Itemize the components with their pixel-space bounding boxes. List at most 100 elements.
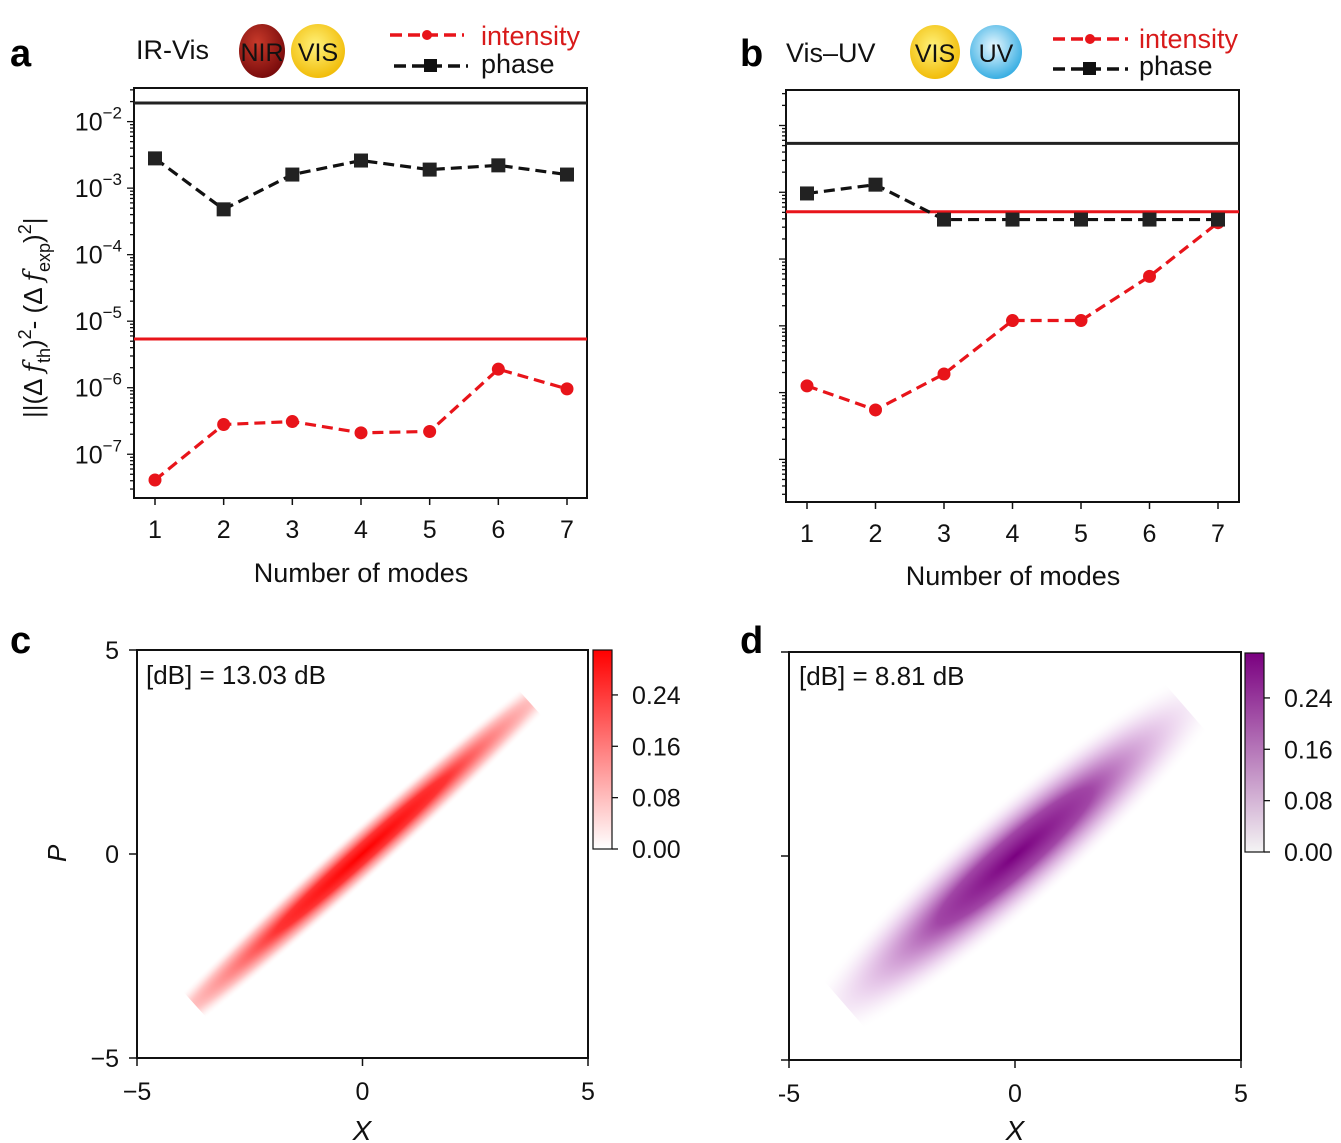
data-point-intensity: [800, 379, 814, 393]
data-point-intensity: [217, 418, 231, 432]
data-point-phase: [148, 151, 162, 166]
data-point-phase: [1074, 212, 1088, 227]
panel-a-title: IR-Vis: [136, 35, 209, 65]
colorbar-tick-label: 0.16: [632, 733, 681, 761]
annotation-c: [dB] = 13.03 dB: [146, 660, 326, 690]
data-point-phase: [560, 167, 574, 182]
data-point-phase: [1142, 212, 1157, 227]
x-tick-label: 7: [1211, 520, 1225, 548]
x-tick-label: 6: [491, 516, 505, 544]
legend-intensity-a: intensity: [481, 21, 581, 51]
x-tick-label: 4: [1006, 520, 1020, 548]
colorbar-c-ticks: 0.24 0.16 0.08 0.00: [612, 682, 681, 864]
legend-intensity-b: intensity: [1139, 24, 1239, 54]
x-tick-label: -5: [778, 1080, 800, 1108]
heatmap-d: [788, 651, 1242, 1061]
y-tick-label: 10−5: [75, 303, 122, 336]
data-point-phase: [285, 167, 300, 182]
data-point-phase: [1211, 212, 1225, 227]
y-tick-label: 10−2: [75, 104, 122, 137]
panel-label-b: b: [740, 33, 763, 75]
x-tick-label: −5: [123, 1078, 152, 1106]
x-axis-label-d: X: [1005, 1115, 1026, 1143]
plot-b: 1 2 3 4 5 6 7: [779, 89, 1240, 548]
colorbar-c: [592, 649, 613, 850]
y-tick-label: 10−3: [75, 170, 122, 203]
x-tick-label: 7: [560, 516, 574, 544]
y-tick-label: −5: [90, 1045, 119, 1073]
colorbar-tick-label: 0.16: [1284, 736, 1333, 764]
colorbar-tick-label: 0.24: [632, 682, 681, 710]
x-tick-label: 3: [937, 520, 951, 548]
data-point-intensity: [560, 382, 574, 396]
x-tick-label: 6: [1143, 520, 1157, 548]
data-point-intensity: [491, 362, 505, 376]
data-point-phase: [354, 153, 368, 168]
badge-vis-a-label: VIS: [298, 39, 338, 67]
y-tick-label: 10−7: [75, 436, 122, 469]
x-axis-label-b: Number of modes: [906, 561, 1121, 591]
data-point-intensity: [1074, 314, 1088, 328]
x-tick-label: 1: [800, 520, 814, 548]
data-point-intensity: [285, 415, 299, 429]
data-point-phase: [216, 202, 231, 217]
data-point-intensity: [423, 424, 437, 438]
colorbar-d-ticks: 0.24 0.16 0.08 0.00: [1264, 685, 1333, 867]
colorbar-tick-label: 0.08: [632, 785, 681, 813]
panel-b-title: Vis–UV: [786, 38, 876, 68]
x-tick-label: 2: [217, 516, 231, 544]
colorbar-tick-label: 0.00: [632, 836, 681, 864]
data-point-intensity: [937, 367, 951, 381]
panel-label-d: d: [740, 620, 763, 662]
x-tick-label: 5: [1234, 1080, 1248, 1108]
plot-frame: [785, 89, 1240, 503]
plot-a: 10−2 10−3 10−4 10−5 10−6 10−7 1 2 3 4 5 6 7: [75, 87, 588, 544]
y-axis-label-a: ||(Δ fth)2- (Δ fexp)2|: [15, 218, 54, 418]
annotation-d: [dB] = 8.81 dB: [799, 661, 965, 691]
data-point-phase: [937, 212, 951, 227]
badge-nir: NIR: [239, 24, 285, 78]
data-point-phase: [800, 186, 814, 201]
x-axis-label-c: X: [352, 1115, 373, 1143]
legend-phase-a: phase: [481, 49, 555, 79]
legend-b: intensity phase: [1053, 24, 1239, 81]
x-tick-label: 3: [285, 516, 299, 544]
y-tick-label: 10−6: [75, 370, 122, 403]
badge-vis-a: VIS: [291, 24, 345, 78]
y-axis-label-c: P: [42, 844, 72, 862]
legend-a: intensity phase: [390, 21, 581, 79]
x-tick-label: 1: [148, 516, 162, 544]
y-tick-label: 5: [105, 637, 119, 665]
x-tick-label: 5: [581, 1078, 595, 1106]
x-tick-label: 4: [354, 516, 368, 544]
colorbar-tick-label: 0.08: [1284, 788, 1333, 816]
x-tick-label: 0: [356, 1078, 370, 1106]
badge-vis-b-label: VIS: [915, 40, 955, 68]
x-tick-label: 5: [1074, 520, 1088, 548]
data-point-phase: [422, 162, 437, 177]
heatmap-c: [116, 632, 608, 1076]
panel-label-c: c: [10, 620, 31, 662]
colorbar-d: [1244, 652, 1265, 853]
panel-label-a: a: [10, 33, 32, 75]
data-point-phase: [1005, 212, 1020, 227]
colorbar-tick-label: 0.00: [1284, 839, 1333, 867]
badge-uv: UV: [970, 25, 1022, 79]
x-tick-label: 0: [1008, 1080, 1022, 1108]
data-point-phase: [868, 177, 883, 192]
x-tick-label: 5: [423, 516, 437, 544]
heatmap-d-distribution: [793, 661, 1237, 1051]
colorbar-tick-label: 0.24: [1284, 685, 1333, 713]
data-point-phase: [491, 158, 506, 173]
y-tick-label: 10−4: [75, 237, 122, 270]
data-point-intensity: [1006, 314, 1019, 328]
data-point-intensity: [869, 403, 882, 417]
y-tick-label: 0: [105, 841, 119, 869]
badge-uv-label: UV: [979, 40, 1014, 68]
axes-c: −5 0 5 5 0 −5: [90, 637, 594, 1106]
badge-nir-label: NIR: [240, 39, 283, 67]
data-point-intensity: [148, 473, 162, 487]
data-point-intensity: [354, 426, 368, 440]
x-axis-label-a: Number of modes: [254, 558, 469, 588]
